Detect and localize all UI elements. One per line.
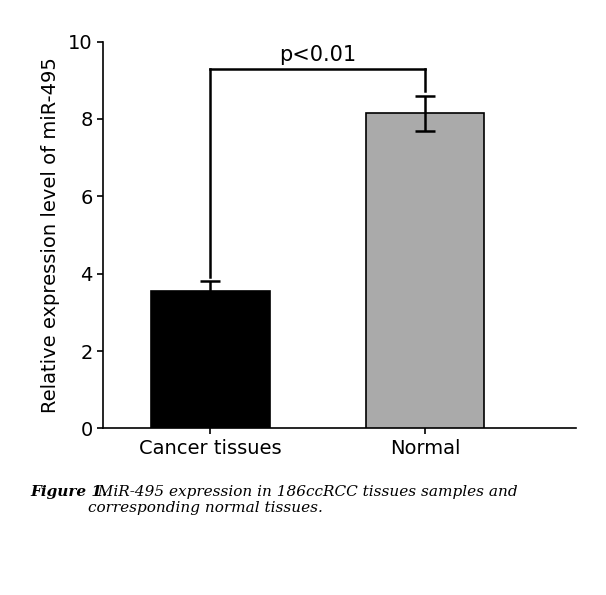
- Bar: [152, 291, 270, 428]
- Text: Figure 1.: Figure 1.: [30, 485, 107, 499]
- Bar: [366, 113, 484, 428]
- Text: MiR-495 expression in 186ccRCC tissues samples and
corresponding normal tissues.: MiR-495 expression in 186ccRCC tissues s…: [88, 485, 518, 515]
- Text: p<0.01: p<0.01: [279, 45, 356, 65]
- Y-axis label: Relative expression level of miR-495: Relative expression level of miR-495: [41, 57, 59, 413]
